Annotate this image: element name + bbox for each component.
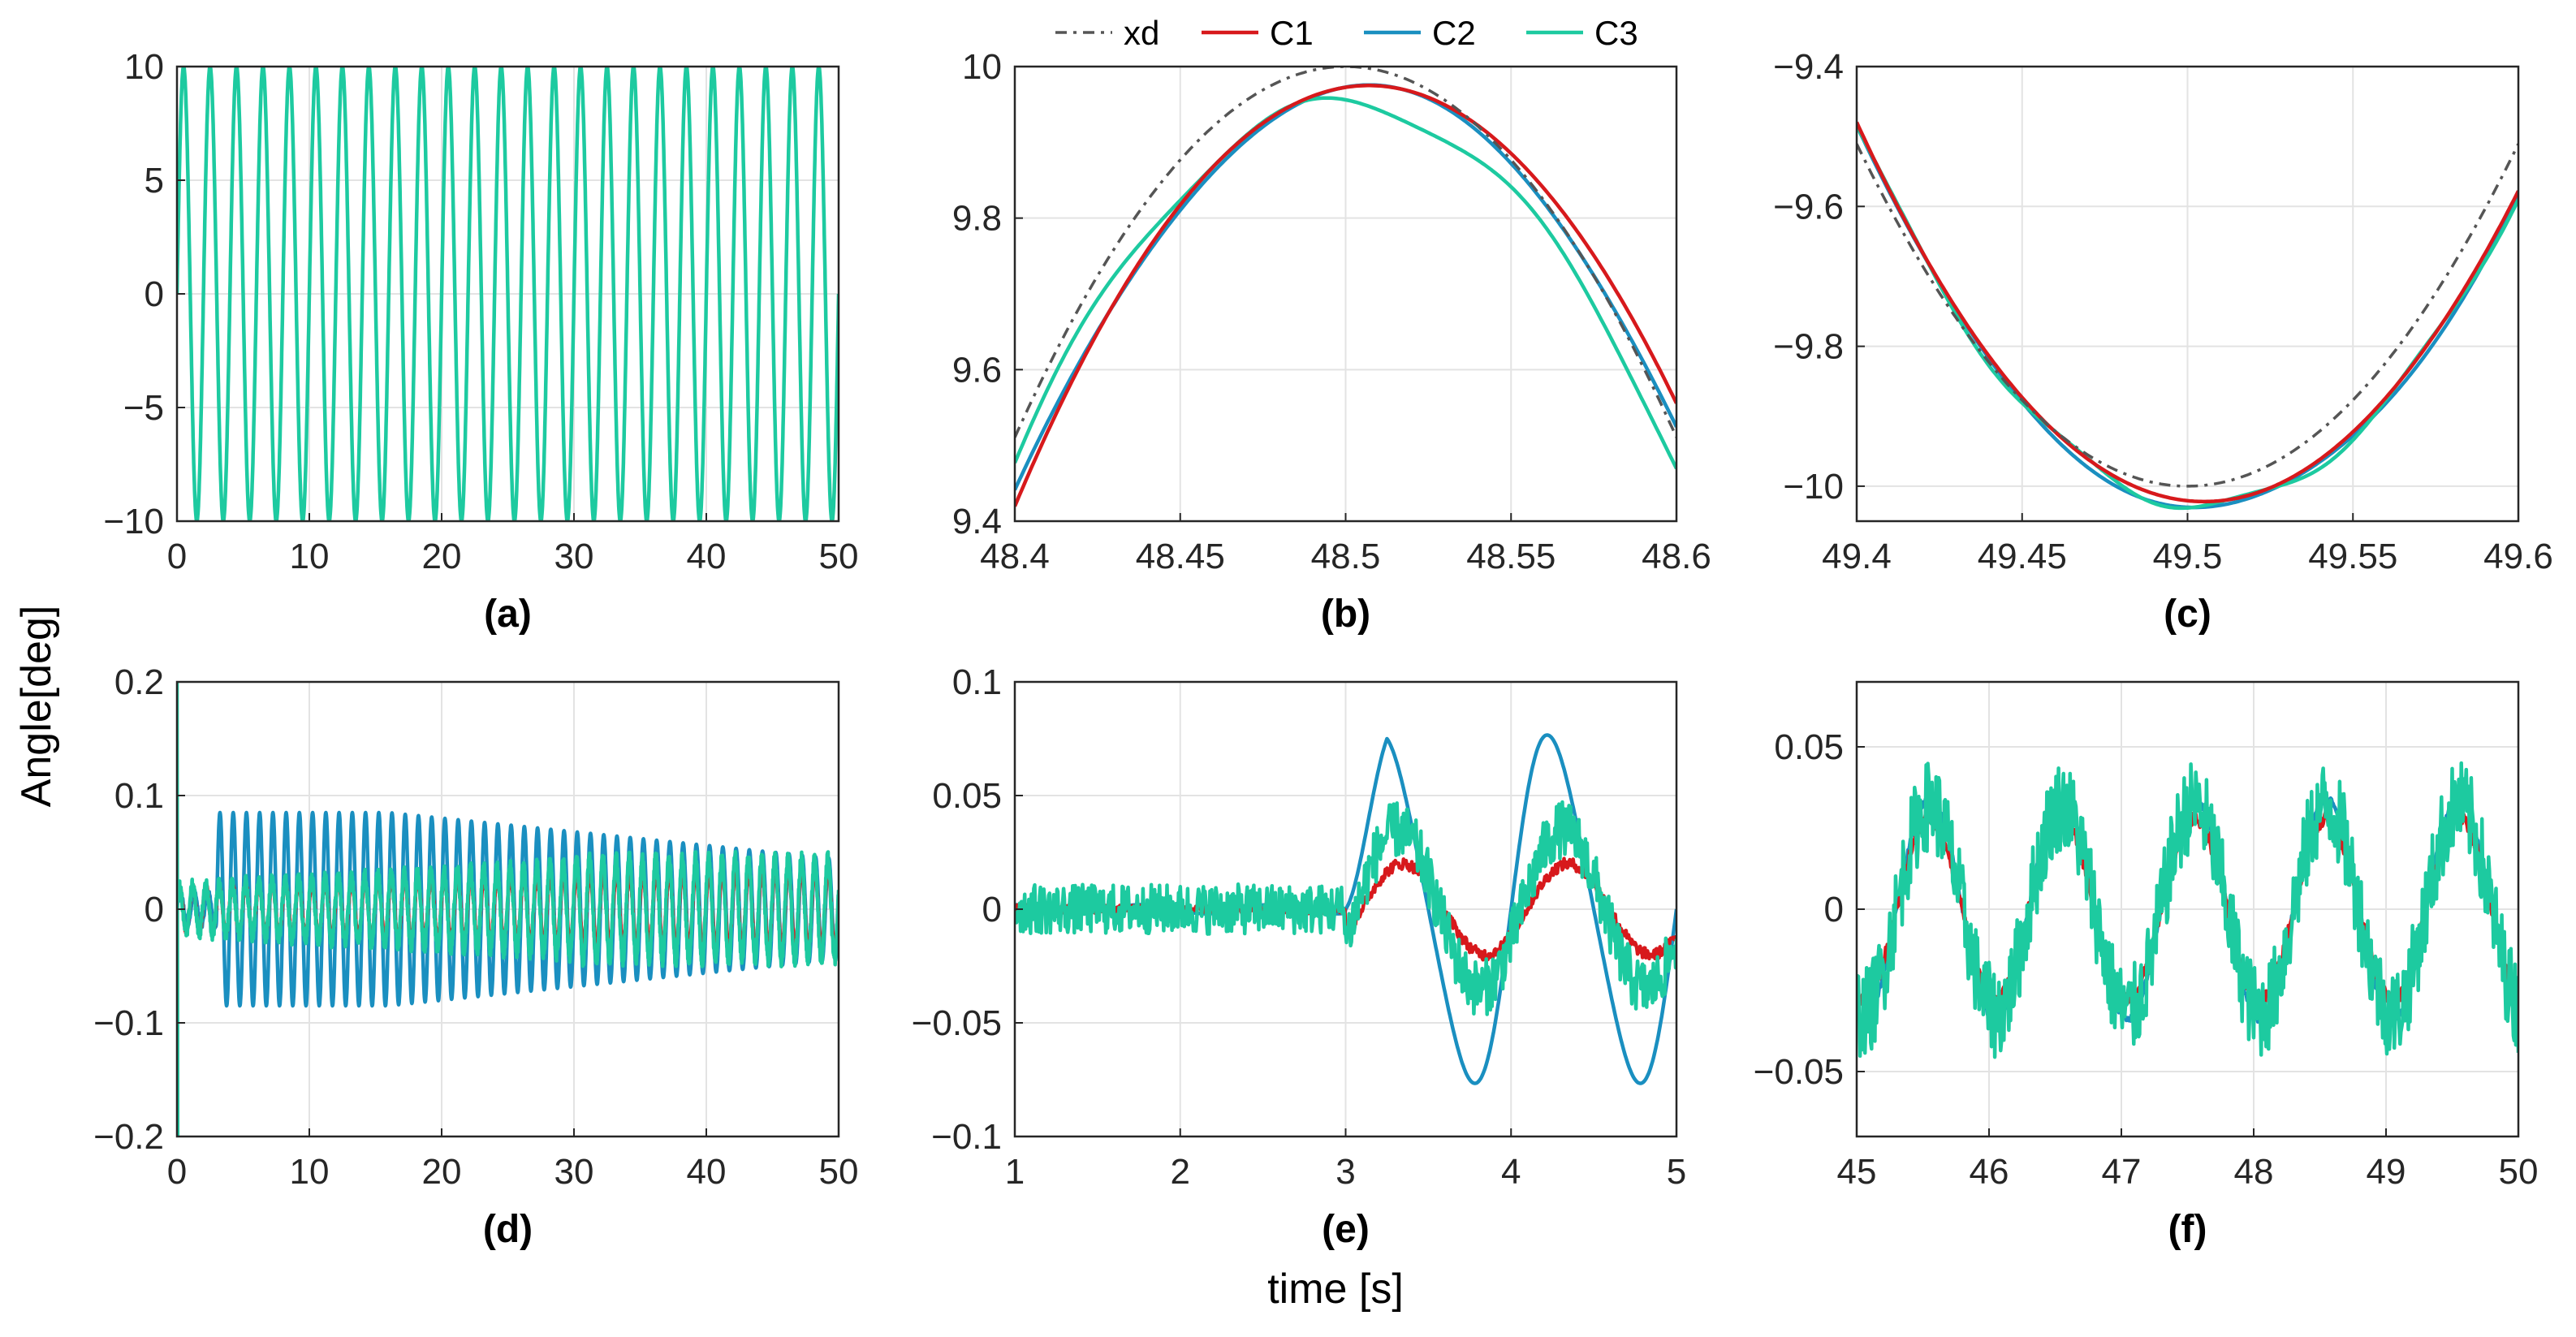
panel-b: 48.4 48.45 48.5 48.55 48.6 10 9.8 9.6 9.4 (b) [952, 47, 1711, 636]
x-tick-label: 49.6 [2483, 537, 2553, 576]
y-tick-label: 0.05 [1774, 727, 1844, 767]
series-group [1015, 733, 1676, 1085]
x-tick-label: 49.4 [1822, 537, 1892, 576]
x-tick-label: 49.55 [2308, 537, 2397, 576]
x-tick-label: 2 [1171, 1152, 1190, 1192]
series-c3 [177, 67, 839, 521]
x-tick-label: 3 [1335, 1152, 1355, 1192]
x-tick-label: 48.4 [980, 537, 1050, 576]
x-tick-label: 48.55 [1466, 537, 1556, 576]
panel-label: (d) [483, 1208, 533, 1251]
y-tick-label: −0.05 [912, 1003, 1002, 1043]
y-tick-label: 10 [962, 47, 1002, 87]
legend: xd C1 C2 C3 [1055, 14, 1638, 52]
panel-c: 49.4 49.45 49.5 49.55 49.6 −9.4 −9.6 −9.8 −10 (c) [1773, 47, 2553, 636]
panel-f: 45 46 47 48 49 50 0.05 0 −0.05 (f) [1754, 680, 2539, 1251]
series-group [177, 682, 839, 1136]
y-tick-label: 0.1 [114, 776, 164, 816]
series-group [177, 67, 839, 521]
x-tick-label: 45 [1837, 1152, 1877, 1192]
x-tick-label: 40 [687, 1152, 727, 1192]
x-tick-label: 20 [422, 1152, 462, 1192]
series-c3 [1857, 761, 2518, 1059]
panel-label: (f) [2168, 1208, 2207, 1251]
y-tick-label: −5 [123, 388, 164, 428]
y-tick-label: −9.6 [1773, 187, 1844, 226]
legend-label: C2 [1432, 14, 1476, 52]
x-tick-label: 1 [1005, 1152, 1025, 1192]
series-c3 [1015, 96, 1676, 470]
y-tick-label: 0.1 [952, 662, 1002, 702]
y-axis-title: Angle[deg] [13, 606, 60, 808]
legend-label: xd [1124, 14, 1159, 52]
series-xd [1857, 143, 2518, 488]
x-tick-label: 20 [422, 537, 462, 576]
x-tick-label: 47 [2102, 1152, 2142, 1192]
y-tick-label: 9.6 [952, 350, 1002, 390]
x-tick-label: 49 [2367, 1152, 2406, 1192]
x-tick-label: 48.5 [1311, 537, 1381, 576]
x-tick-label: 10 [290, 537, 330, 576]
panel-label: (b) [1321, 593, 1370, 636]
x-tick-label: 10 [290, 1152, 330, 1192]
series-group [1857, 121, 2518, 511]
x-tick-label: 46 [1970, 1152, 2009, 1192]
x-tick-label: 0 [167, 537, 187, 576]
panel-d: 0 10 20 30 40 50 0.2 0.1 0 −0.1 −0.2 (d) [93, 662, 858, 1251]
series-c1 [1015, 84, 1676, 507]
series-c3 [177, 682, 839, 1136]
series-group [1015, 67, 1676, 507]
y-tick-label: −0.2 [93, 1117, 164, 1157]
x-tick-label: 5 [1667, 1152, 1686, 1192]
y-tick-label: −9.4 [1773, 47, 1844, 87]
y-tick-label: −0.1 [93, 1003, 164, 1043]
panel-label: (a) [484, 593, 532, 636]
y-tick-label: 0 [145, 274, 164, 314]
y-tick-label: 9.8 [952, 199, 1002, 239]
x-tick-label: 4 [1501, 1152, 1521, 1192]
x-tick-label: 50 [2499, 1152, 2539, 1192]
y-tick-label: 0 [982, 890, 1002, 929]
legend-item-c2: C2 [1364, 14, 1476, 52]
panel-label: (e) [1322, 1208, 1370, 1251]
series-c3 [1015, 800, 1676, 1016]
x-tick-label: 48 [2234, 1152, 2274, 1192]
series-c1 [1857, 121, 2518, 504]
series-xd [1015, 67, 1676, 438]
x-tick-label: 48.6 [1642, 537, 1711, 576]
y-tick-label: −0.1 [931, 1117, 1002, 1157]
legend-label: C1 [1270, 14, 1314, 52]
y-tick-label: −0.05 [1754, 1052, 1844, 1092]
y-tick-label: 10 [124, 47, 164, 87]
y-tick-label: 0 [1824, 890, 1844, 929]
x-tick-label: 0 [167, 1152, 187, 1192]
legend-item-c1: C1 [1202, 14, 1314, 52]
x-tick-label: 48.45 [1136, 537, 1225, 576]
y-tick-label: −9.8 [1773, 327, 1844, 367]
x-tick-label: 50 [819, 1152, 859, 1192]
y-tick-label: 5 [145, 161, 164, 201]
y-tick-label: 0.05 [932, 776, 1002, 816]
x-tick-label: 49.45 [1978, 537, 2067, 576]
x-tick-label: 49.5 [2153, 537, 2223, 576]
panel-label: (c) [2164, 593, 2211, 636]
y-tick-label: 9.4 [952, 502, 1002, 541]
series-group [1857, 761, 2518, 1059]
y-tick-label: 0.2 [114, 662, 164, 702]
x-tick-label: 50 [819, 537, 859, 576]
legend-item-c3: C3 [1526, 14, 1638, 52]
y-tick-label: −10 [1783, 467, 1844, 507]
x-tick-label: 30 [554, 537, 594, 576]
legend-label: C3 [1594, 14, 1638, 52]
panel-e: 1 2 3 4 5 0.1 0.05 0 −0.05 −0.1 (e) [912, 662, 1687, 1251]
y-tick-label: 0 [145, 890, 164, 929]
x-axis-title: time [s] [1267, 1266, 1404, 1313]
legend-item-xd: xd [1055, 14, 1159, 52]
x-tick-label: 40 [687, 537, 727, 576]
y-tick-label: −10 [103, 502, 164, 541]
x-tick-label: 30 [554, 1152, 594, 1192]
